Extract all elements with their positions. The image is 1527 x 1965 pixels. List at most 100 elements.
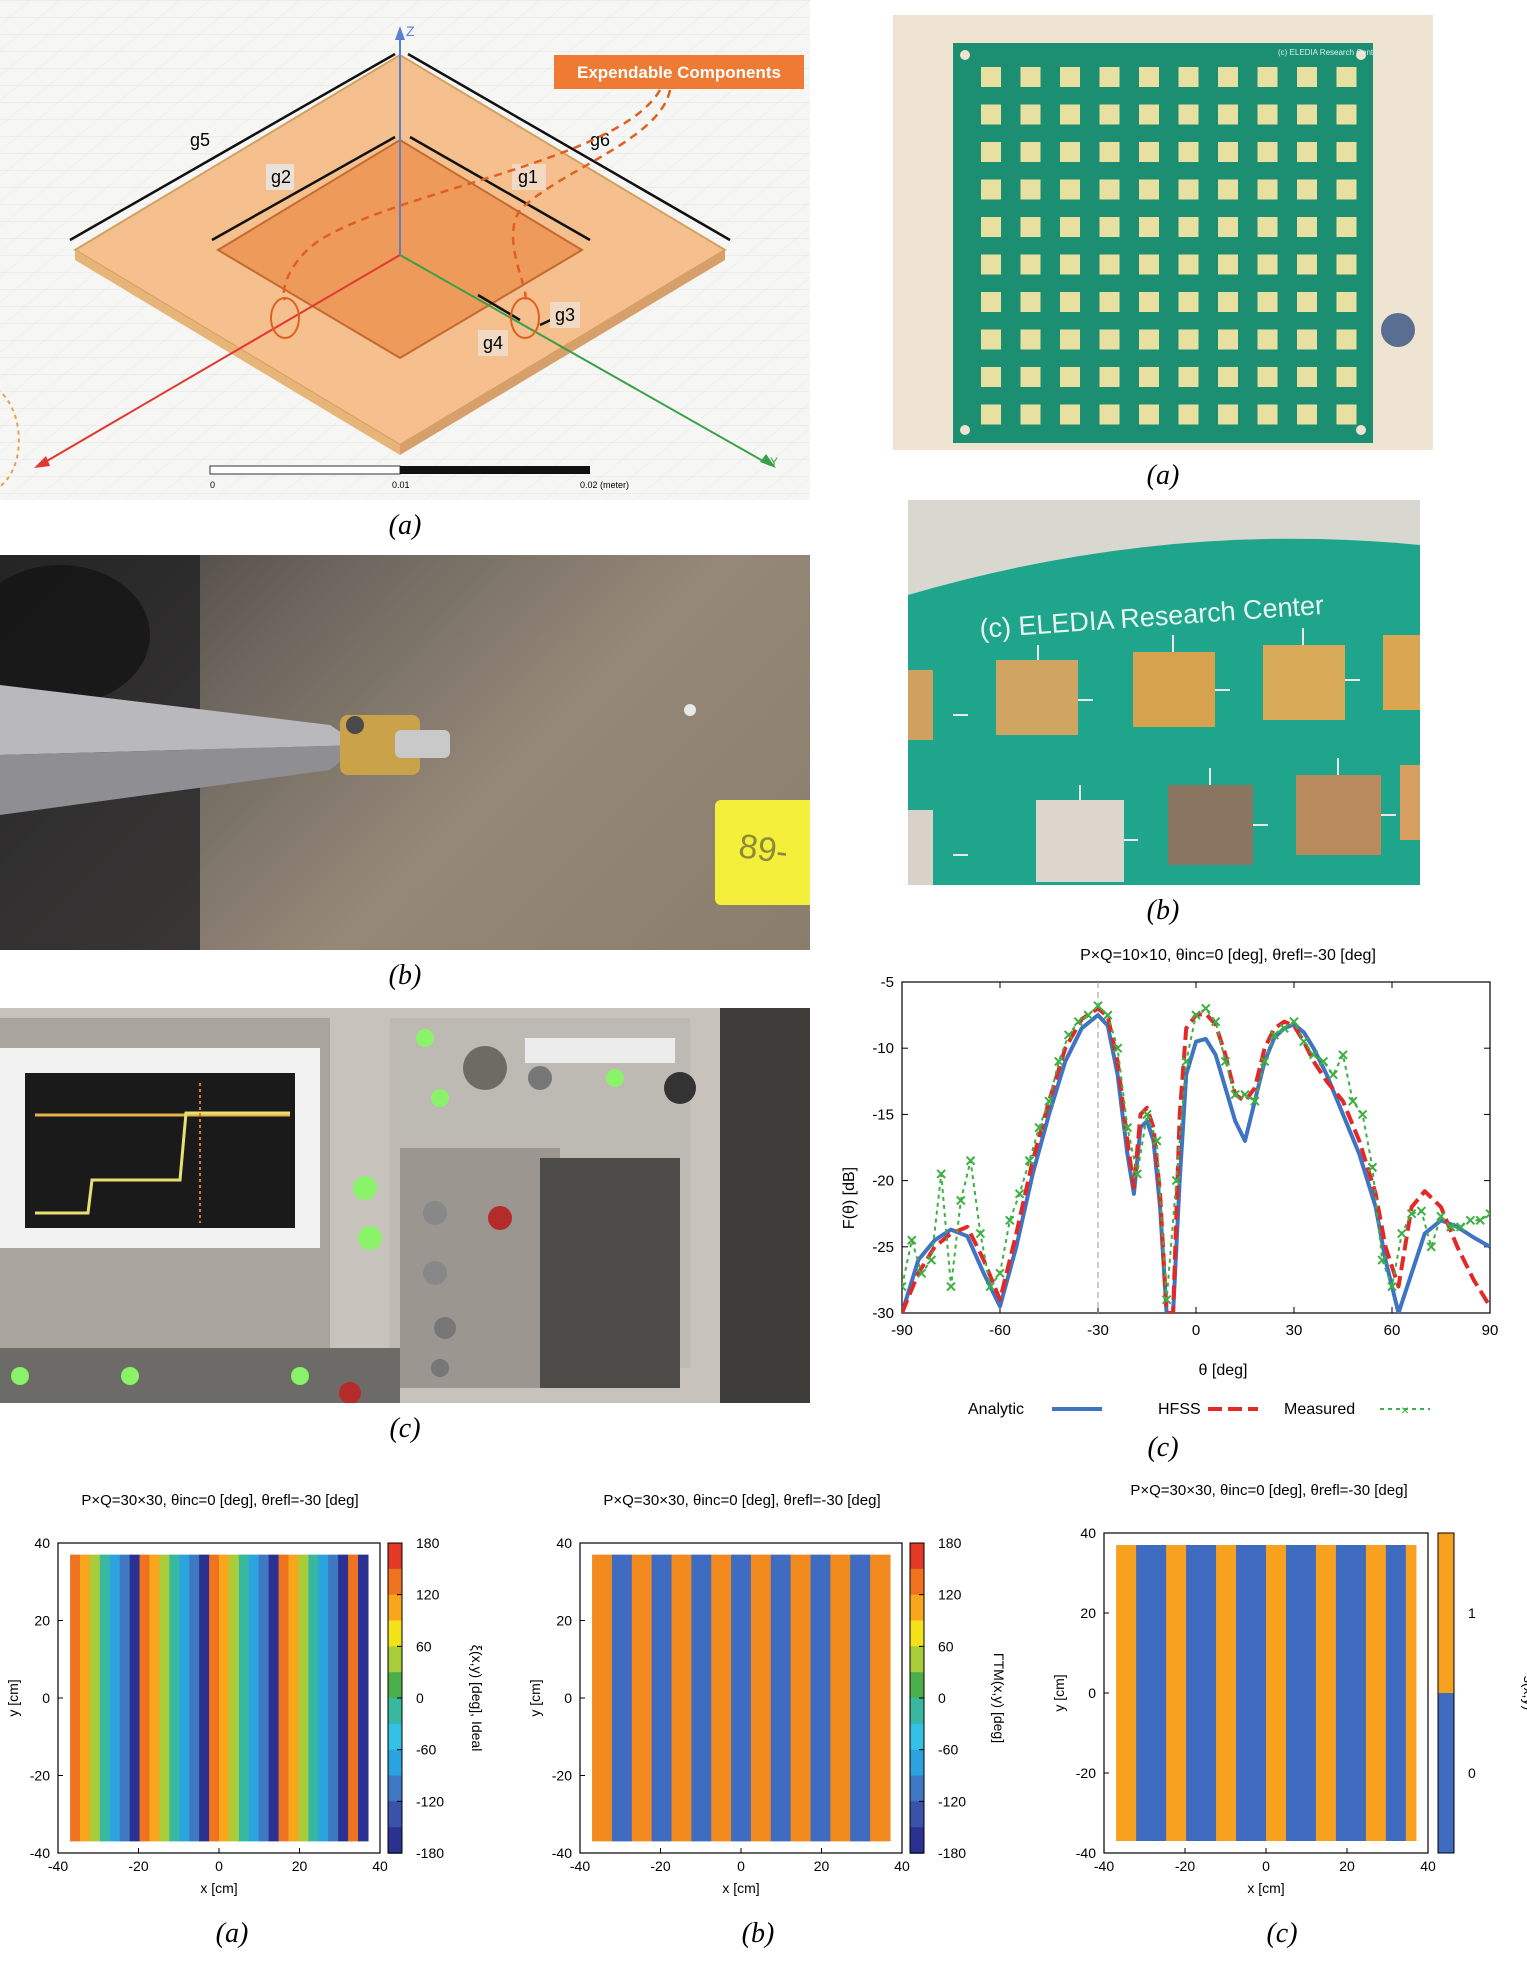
measured-point (1103, 1010, 1113, 1020)
legend-label-analytic: Analytic (968, 1401, 1024, 1418)
g3-label-box (550, 302, 580, 328)
colorbar-segment (388, 1586, 402, 1592)
colorbar-segment (388, 1706, 402, 1712)
legend-label-measured: Measured (1284, 1401, 1355, 1418)
svg-text:×: × (1401, 1402, 1409, 1418)
x-tick-label: -20 (128, 1858, 148, 1874)
colorbar-tick-label: 0 (938, 1690, 946, 1706)
colorbar-segment (388, 1741, 402, 1747)
heatmap-column (1226, 1545, 1237, 1841)
pcb-patch (1297, 179, 1317, 200)
colorbar-tick-label: 120 (938, 1587, 962, 1603)
measured-point (1220, 1056, 1231, 1067)
dim-label-g5: g5 (190, 130, 210, 150)
colorbar-segment (388, 1784, 402, 1790)
colorbar-segment (910, 1728, 924, 1734)
pcb-patch (1020, 404, 1041, 425)
colorbar-segment (388, 1603, 402, 1609)
measured-point (1083, 1010, 1093, 1020)
reflectarray-board-photo: (c) ELEDIA Research Center (893, 15, 1433, 450)
pcb-patch (1218, 254, 1238, 275)
colorbar-segment (388, 1775, 402, 1781)
pcb-patch (1020, 142, 1041, 162)
colorbar-segment (910, 1827, 924, 1833)
colorbar-segment (388, 1710, 402, 1717)
heatmap-column (228, 1554, 240, 1842)
x-tick-label: 40 (1420, 1858, 1436, 1874)
scale-bar-white (209, 465, 401, 475)
callout-text: Expendable Components (577, 63, 781, 82)
pcb-patch (1139, 367, 1159, 387)
pcb-patch (1020, 292, 1041, 312)
heatmap-column (1246, 1545, 1257, 1841)
colorbar-segment (910, 1667, 924, 1673)
ideal-phase-heatmap: P×Q=30×30, θinc=0 [deg], θrefl=-30 [deg]… (5, 1492, 485, 1896)
colorbar-frame (387, 1542, 403, 1854)
colorbar-segment (910, 1672, 924, 1678)
heatmap-title: P×Q=30×30, θinc=0 [deg], θrefl=-30 [deg] (603, 1492, 880, 1509)
patch-bronze-1 (1168, 785, 1253, 865)
colorbar-segment (388, 1646, 402, 1652)
colorbar-segment (910, 1629, 924, 1635)
x-axis (39, 254, 401, 466)
x-tick-label: 60 (1384, 1322, 1401, 1339)
colorbar-tick-label: 120 (416, 1587, 440, 1603)
colorbar-segment (388, 1723, 402, 1729)
patch-gold-2 (1133, 652, 1215, 727)
x-tick-label: -60 (989, 1322, 1011, 1339)
colorbar-tick-label: -180 (938, 1845, 966, 1861)
heatmap-column (199, 1554, 210, 1842)
pcb-patch (1060, 254, 1080, 275)
heatmap-column (1365, 1545, 1377, 1841)
colorbar-segment (910, 1568, 924, 1574)
colorbar-segment (388, 1577, 402, 1583)
pcb-patch (1297, 404, 1317, 425)
pcb-patch (1060, 104, 1080, 125)
colorbar-segment (910, 1555, 924, 1562)
caption-top-left-c: (c) (389, 1413, 421, 1444)
colorbar-tick-label: 0 (416, 1690, 424, 1706)
colorbar-segment (388, 1749, 402, 1755)
heatmap-column (338, 1554, 349, 1842)
pcb-patch (1257, 329, 1278, 350)
state-map-heatmap-panel: P×Q=30×30, θinc=0 [deg], θrefl=-30 [deg]… (1020, 1465, 1527, 1915)
colorbar-segment (388, 1732, 402, 1738)
colorbar-segment (910, 1594, 924, 1600)
dim-label-g4: g4 (483, 333, 503, 353)
colorbar-tick-label: 1 (1468, 1605, 1476, 1621)
colorbar-segment (388, 1779, 402, 1785)
g2-label-box (266, 164, 294, 190)
pcb-patch (1099, 367, 1120, 387)
pcb-patch (981, 179, 1001, 200)
series-line-measured (902, 1004, 1490, 1301)
heatmap-column (1116, 1545, 1127, 1841)
colorbar-segment (910, 1745, 924, 1751)
colorbar-segment (388, 1719, 402, 1725)
colorbar-tick-label: 60 (416, 1638, 432, 1654)
measured-point (916, 1268, 927, 1278)
colorbar-segment (388, 1581, 402, 1587)
colorbar-segment (910, 1784, 924, 1790)
y-axis-label: Y (770, 455, 778, 469)
heatmap-column (701, 1554, 712, 1842)
measured-point (1054, 1056, 1064, 1067)
measured-point (1446, 1222, 1456, 1232)
pcb-patch (1297, 254, 1317, 275)
colorbar-segment (910, 1779, 924, 1785)
colorbar-segment (910, 1814, 924, 1820)
y-tick-label: -40 (30, 1845, 50, 1861)
heatmap-title: P×Q=30×30, θinc=0 [deg], θrefl=-30 [deg] (81, 1492, 358, 1509)
heatmap-column (1236, 1545, 1247, 1841)
heatmap-column (1186, 1545, 1197, 1841)
measured-point (1397, 1228, 1407, 1239)
pcb-patch (1060, 329, 1080, 350)
heatmap-column (850, 1554, 861, 1842)
colorbar-segment (388, 1835, 402, 1841)
colorbar-segment (388, 1637, 402, 1643)
y-tick-label: -15 (872, 1106, 894, 1123)
scale-label-0: 0 (210, 480, 215, 490)
pcb-patch (1139, 142, 1159, 162)
heatmap-column (721, 1554, 732, 1842)
measured-point (1201, 1003, 1211, 1014)
colorbar-tick-label: -60 (416, 1742, 436, 1758)
